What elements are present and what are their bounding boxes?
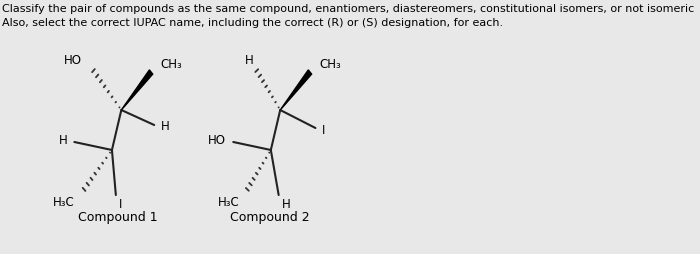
Text: H: H <box>244 54 253 67</box>
Text: H: H <box>161 119 170 133</box>
Text: HO: HO <box>64 54 82 67</box>
Polygon shape <box>121 70 153 110</box>
Polygon shape <box>280 70 312 110</box>
Text: Classify the pair of compounds as the same compound, enantiomers, diastereomers,: Classify the pair of compounds as the sa… <box>2 4 694 14</box>
Text: CH₃: CH₃ <box>319 58 341 71</box>
Text: H: H <box>60 135 68 148</box>
Text: Compound 1: Compound 1 <box>78 212 158 225</box>
Text: H₃C: H₃C <box>218 196 239 209</box>
Text: H₃C: H₃C <box>52 196 74 209</box>
Text: Compound 2: Compound 2 <box>230 212 310 225</box>
Text: I: I <box>322 123 325 136</box>
Text: Also, select the correct IUPAC name, including the correct (R) or (S) designatio: Also, select the correct IUPAC name, inc… <box>2 18 503 28</box>
Text: CH₃: CH₃ <box>160 58 182 71</box>
Text: HO: HO <box>208 135 226 148</box>
Text: H: H <box>282 198 290 212</box>
Text: I: I <box>119 198 122 212</box>
